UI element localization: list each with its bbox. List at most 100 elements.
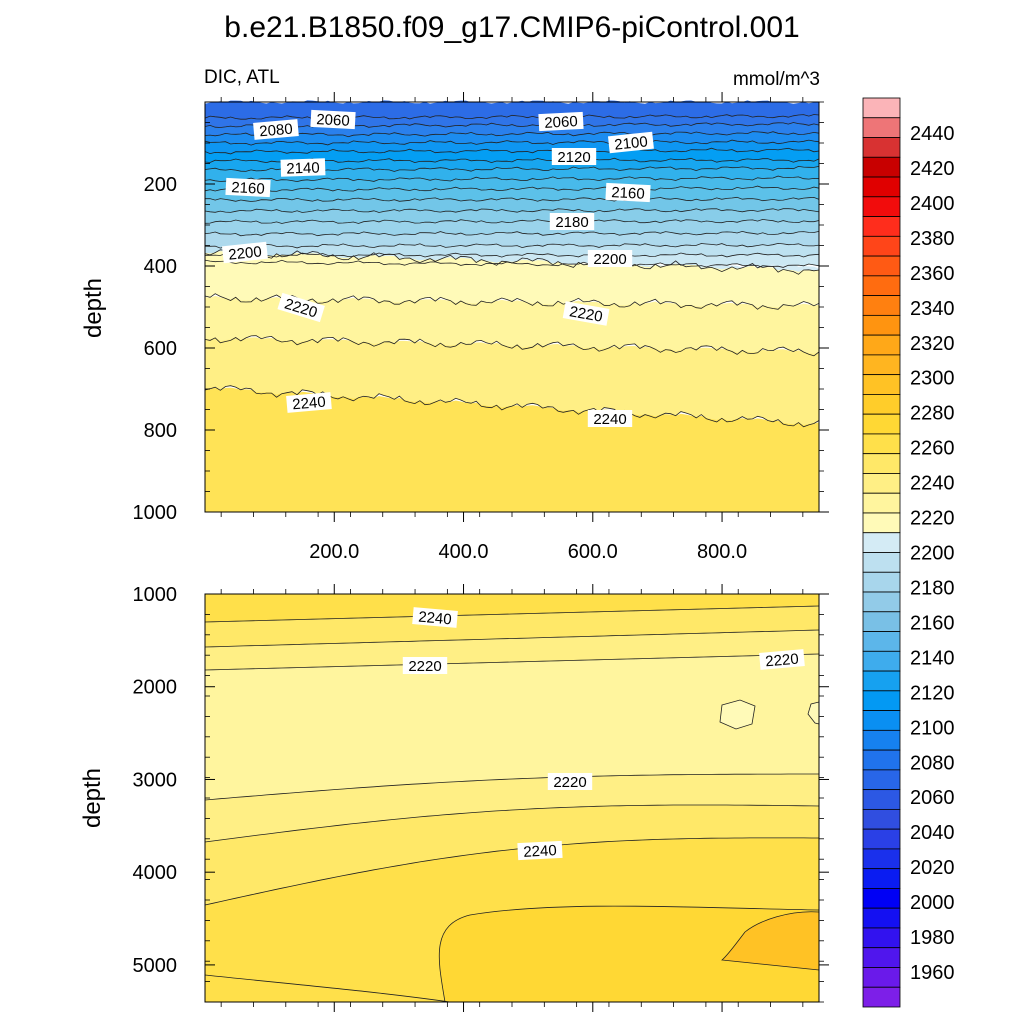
colorbar-box <box>862 453 901 474</box>
lower-contour-line <box>204 974 451 1003</box>
lower-contour-line <box>204 629 820 648</box>
colorbar-box <box>862 176 901 198</box>
contour-label: 2180 <box>549 213 595 231</box>
svg-text:2240: 2240 <box>418 609 453 629</box>
upper-band <box>205 295 819 356</box>
colorbar-box <box>862 749 901 771</box>
colorbar-labels: 2440 2420 2400 2380 2360 2340 2320 2300 2280 2260… <box>910 123 955 984</box>
svg-text:2220: 2220 <box>553 774 586 791</box>
colorbar-label: 2360 <box>910 263 955 285</box>
colorbar-box <box>862 394 901 415</box>
svg-text:2060: 2060 <box>544 113 578 132</box>
colorbar-box <box>862 314 901 336</box>
colorbar-box <box>862 907 901 929</box>
colorbar-box <box>862 650 901 672</box>
upper-band <box>205 387 819 512</box>
lower-contour-line <box>204 804 820 843</box>
lower-contour-line <box>204 837 819 906</box>
upper-band <box>205 231 819 249</box>
colorbar-label: 2220 <box>910 508 955 530</box>
upper-band <box>205 166 819 182</box>
contour-label: 2240 <box>587 410 633 428</box>
upper-x-tick-label: 600.0 <box>568 541 618 563</box>
colorbar-box <box>862 631 901 652</box>
contour-label: 2220 <box>402 657 448 675</box>
lower-y-tick-label: 4000 <box>133 862 178 884</box>
upper-contour-lines <box>204 114 820 428</box>
upper-contour-line <box>204 131 820 138</box>
upper-y-axis-label: depth <box>80 278 107 338</box>
contour-label: 2240 <box>412 607 458 629</box>
upper-band <box>205 176 819 192</box>
upper-contour-line <box>204 196 820 202</box>
svg-text:2220: 2220 <box>408 658 441 675</box>
lower-y-tick-label: 3000 <box>133 769 178 791</box>
upper-band <box>205 243 819 258</box>
colorbar-label: 2020 <box>910 857 955 879</box>
colorbar-box <box>862 473 901 494</box>
lower-band <box>205 594 819 622</box>
colorbar-box <box>862 927 901 949</box>
colorbar-label: 2040 <box>910 822 955 844</box>
upper-contour-line <box>204 139 820 146</box>
upper-y-tick-label: 400 <box>144 256 177 278</box>
lower-contour-line <box>204 653 820 671</box>
colorbar-box <box>862 374 901 395</box>
colorbar-box <box>862 611 901 632</box>
contour-label: 2160 <box>225 177 271 198</box>
upper-left-label: DIC, ATL <box>204 67 280 88</box>
upper-contour-line <box>204 175 820 183</box>
lower-band <box>205 774 819 842</box>
colorbar-box <box>862 433 901 455</box>
upper-band <box>205 186 819 202</box>
colorbar-label: 2420 <box>910 158 955 180</box>
colorbar-label: 2260 <box>910 438 955 460</box>
lower-contour-line <box>438 905 820 1003</box>
upper-contour-line <box>204 147 820 155</box>
colorbar-box <box>862 947 901 968</box>
contour-label: 2240 <box>517 840 563 861</box>
lower-deep-region <box>439 906 819 1002</box>
upper-contour-line <box>204 185 820 192</box>
upper-band <box>205 250 819 310</box>
svg-text:2160: 2160 <box>231 179 265 198</box>
upper-x-tick-label: 200.0 <box>309 541 359 563</box>
upper-band <box>205 337 819 427</box>
lower-band <box>205 630 819 670</box>
colorbar-box <box>862 986 901 1008</box>
contour-label: 2240 <box>286 392 332 413</box>
lower-y-axis-label: depth <box>79 768 106 828</box>
svg-text:2200: 2200 <box>593 251 626 268</box>
upper-x-tick-label: 400.0 <box>438 541 488 563</box>
upper-band <box>205 140 819 154</box>
svg-text:2240: 2240 <box>593 411 626 428</box>
colorbar-boxes <box>862 97 901 1008</box>
colorbar-box <box>862 354 901 376</box>
lower-contour-lines <box>204 605 820 1003</box>
colorbar-box <box>862 710 901 731</box>
colorbar-label: 2080 <box>910 752 955 774</box>
upper-contour-line <box>204 335 820 357</box>
colorbar-label: 2340 <box>910 298 955 320</box>
colorbar-box <box>862 334 901 356</box>
svg-text:2180: 2180 <box>555 214 588 231</box>
colorbar-box <box>862 690 901 711</box>
colorbar-box <box>862 255 901 277</box>
upper-contour-line <box>204 114 820 120</box>
colorbar-label: 2060 <box>910 787 955 809</box>
colorbar-label: 2200 <box>910 543 955 565</box>
colorbar-box <box>862 216 901 237</box>
upper-contour-line <box>204 248 820 275</box>
svg-text:2220: 2220 <box>568 303 604 326</box>
svg-text:2140: 2140 <box>286 159 320 177</box>
contour-label: 2220 <box>562 301 610 326</box>
upper-axis-ticks: 200 400 600 800 1000 200.0 400.0 600.0 800.0 <box>133 92 829 563</box>
lower-contour-labels: 2240 2220 2220 2220 2240 <box>402 607 805 861</box>
upper-contour-labels: 2080 2060 2060 2100 2120 2140 2160 2160 2180 2200… <box>221 109 654 428</box>
contour-label: 2120 <box>551 148 597 166</box>
colorbar-label: 1980 <box>910 927 955 949</box>
upper-units-label: mmol/m^3 <box>733 69 820 90</box>
lower-y-tick-label: 1000 <box>133 584 178 606</box>
svg-text:2120: 2120 <box>557 149 590 166</box>
